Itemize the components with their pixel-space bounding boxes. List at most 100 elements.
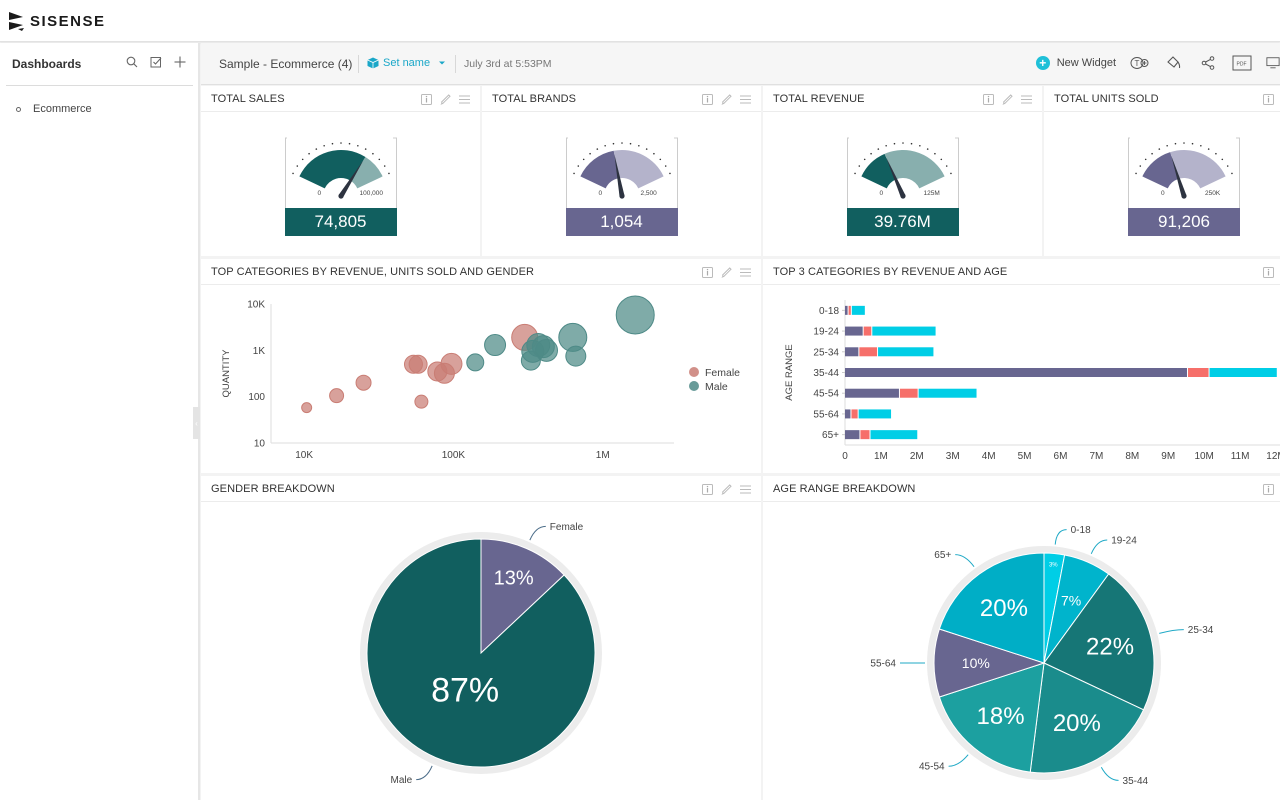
widget-header: GENDER BREAKDOWN bbox=[201, 476, 761, 502]
collapse-sidebar-handle[interactable]: ‹ bbox=[193, 407, 200, 439]
widget-total-units-sold[interactable]: TOTAL UNITS SOLD 0 250K 91,206 bbox=[1044, 86, 1280, 256]
bar-segment bbox=[1209, 368, 1277, 377]
widget-scatter[interactable]: TOP CATEGORIES BY REVENUE, UNITS SOLD AN… bbox=[201, 259, 761, 473]
widget-total-sales[interactable]: TOTAL SALES 0 100,000 74,805 bbox=[201, 86, 480, 256]
widget-tools bbox=[1262, 266, 1274, 278]
x-tick-label: 6M bbox=[1054, 451, 1068, 462]
x-tick-label: 100K bbox=[442, 450, 466, 461]
info-icon[interactable] bbox=[1262, 266, 1274, 278]
gauge-needle bbox=[613, 154, 624, 197]
pie-percent-label: 10% bbox=[962, 655, 990, 671]
widget-bars[interactable]: TOP 3 CATEGORIES BY REVENUE AND AGE 0-18… bbox=[763, 259, 1280, 473]
set-name-dropdown[interactable]: Set name bbox=[367, 57, 446, 69]
widget-tools bbox=[701, 266, 751, 278]
widget-header: TOTAL REVENUE bbox=[763, 86, 1042, 112]
search-icon[interactable] bbox=[125, 55, 139, 69]
edit-pencil-icon[interactable] bbox=[1001, 93, 1013, 105]
pie-percent-label: 87% bbox=[431, 672, 499, 710]
x-tick-label: 10K bbox=[295, 450, 313, 461]
sisense-logo[interactable]: SISENSE bbox=[8, 11, 106, 31]
gauge-tick bbox=[1226, 165, 1229, 167]
gauge-min-label: 0 bbox=[879, 190, 884, 197]
menu-icon[interactable] bbox=[458, 93, 470, 105]
menu-icon[interactable] bbox=[739, 266, 751, 278]
bar-segment bbox=[845, 430, 860, 440]
gauge-tick bbox=[322, 144, 325, 147]
gauge-tick bbox=[945, 165, 948, 167]
widget-total-brands[interactable]: TOTAL BRANDS 0 2,500 1,054 bbox=[482, 86, 761, 256]
edit-pencil-icon[interactable] bbox=[720, 266, 732, 278]
pdf-export-icon[interactable]: PDF bbox=[1232, 54, 1252, 72]
x-tick-label: 1M bbox=[874, 451, 888, 462]
new-widget-button[interactable]: + New Widget bbox=[1035, 56, 1116, 70]
new-widget-label: New Widget bbox=[1056, 57, 1116, 69]
info-icon[interactable] bbox=[701, 483, 713, 495]
widget-gender-pie[interactable]: GENDER BREAKDOWN 13% Female 87% Male bbox=[201, 476, 761, 800]
gauge-tick bbox=[659, 158, 661, 161]
gauge-tick bbox=[348, 142, 350, 145]
menu-icon[interactable] bbox=[1020, 93, 1032, 105]
info-icon[interactable] bbox=[1262, 93, 1274, 105]
bar-segment bbox=[859, 347, 878, 357]
sidebar-item-ecommerce[interactable]: Ecommerce bbox=[16, 103, 92, 115]
pie-percent-label: 3% bbox=[1049, 563, 1058, 569]
widget-title: TOTAL UNITS SOLD bbox=[1054, 93, 1159, 105]
widget-header: TOTAL BRANDS bbox=[482, 86, 761, 112]
gauge-dial bbox=[846, 137, 959, 208]
gauge-tick bbox=[315, 148, 317, 150]
paint-bucket-icon[interactable] bbox=[1164, 54, 1184, 72]
gauge-tick bbox=[1144, 158, 1147, 161]
x-tick-label: 10M bbox=[1194, 451, 1213, 462]
scatter-point-female bbox=[301, 402, 313, 414]
legend-marker bbox=[689, 367, 699, 377]
menu-icon[interactable] bbox=[739, 93, 751, 105]
gauge-tick bbox=[603, 144, 606, 147]
gauge-tick bbox=[356, 144, 359, 147]
edit-pencil-icon[interactable] bbox=[720, 483, 732, 495]
gauge-frame bbox=[673, 137, 678, 208]
x-tick-label: 12M bbox=[1266, 451, 1280, 462]
dashboard-title[interactable]: Sample - Ecommerce (4) bbox=[219, 57, 353, 71]
gauge-tick bbox=[1215, 152, 1217, 155]
gauge-max-label: 125M bbox=[923, 190, 940, 197]
gauge-tick bbox=[863, 158, 865, 161]
gauge-value-arc bbox=[579, 150, 619, 189]
gauge: 0 125M 39.76M bbox=[846, 132, 959, 236]
bar-segment bbox=[845, 368, 1188, 377]
pie-connector bbox=[955, 554, 975, 568]
info-icon[interactable] bbox=[701, 266, 713, 278]
bar-segment bbox=[1188, 368, 1209, 377]
add-text-widget-icon[interactable]: T bbox=[1130, 54, 1150, 72]
gauge-frame bbox=[1236, 137, 1240, 208]
widget-total-revenue[interactable]: TOTAL REVENUE 0 125M 39.76M bbox=[763, 86, 1042, 256]
info-icon[interactable] bbox=[982, 93, 994, 105]
pie-category-label: 35-44 bbox=[1123, 776, 1149, 787]
share-icon[interactable] bbox=[1198, 54, 1218, 72]
gauge-tick bbox=[1183, 142, 1185, 144]
gauge-frame bbox=[565, 137, 568, 208]
bar-segment bbox=[845, 305, 848, 315]
widget-age-pie[interactable]: AGE RANGE BREAKDOWN 3% 0-18 7% 19-24 22% 25-3… bbox=[763, 476, 1280, 800]
edit-pencil-icon[interactable] bbox=[720, 93, 732, 105]
info-icon[interactable] bbox=[701, 93, 713, 105]
top-bar: SISENSE bbox=[0, 0, 1280, 42]
svg-text:PDF: PDF bbox=[1237, 62, 1247, 68]
gauge-tick bbox=[884, 144, 887, 147]
info-icon[interactable] bbox=[420, 93, 432, 105]
add-icon[interactable] bbox=[173, 55, 187, 69]
gauge-dial bbox=[565, 137, 678, 208]
info-icon[interactable] bbox=[1262, 483, 1274, 495]
gauge-dial bbox=[1128, 137, 1240, 208]
menu-icon[interactable] bbox=[739, 483, 751, 495]
edit-pencil-icon[interactable] bbox=[439, 93, 451, 105]
monitor-icon[interactable] bbox=[1266, 54, 1280, 72]
gauge-tick bbox=[910, 142, 912, 145]
y-axis-title: AGE RANGE bbox=[784, 344, 795, 401]
pie-slice-35-44 bbox=[1029, 662, 1145, 774]
bar-chart: 0-18 19-24 25-34 35-44 45-54 55-64 65+0 1M 2M 3M 4… bbox=[784, 300, 1280, 462]
bar-segment bbox=[845, 409, 851, 419]
gauge-value: 91,206 bbox=[1128, 208, 1240, 236]
bar-segment bbox=[845, 388, 899, 398]
select-icon[interactable] bbox=[149, 55, 163, 69]
bar-segment bbox=[899, 388, 918, 398]
